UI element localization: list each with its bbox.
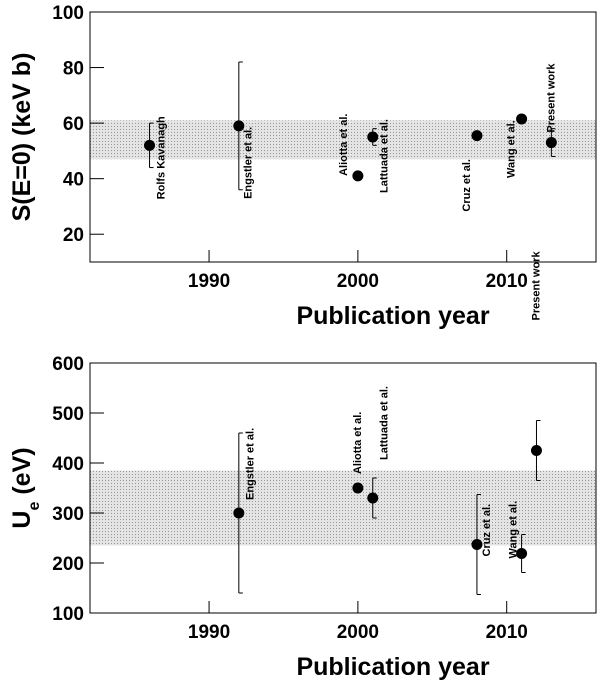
point-label: Wang et al. xyxy=(505,120,517,178)
y-tick-label: 20 xyxy=(63,225,84,246)
y-tick-label: 60 xyxy=(63,114,84,135)
point-label: Aliotta et al. xyxy=(338,114,350,176)
y-tick-label: 100 xyxy=(52,604,84,625)
x-tick-label: 2010 xyxy=(486,271,528,292)
plot-frame xyxy=(89,11,597,263)
x-axis-title: Publication year xyxy=(296,302,489,330)
point xyxy=(352,170,364,182)
y-tick-label: 40 xyxy=(63,170,84,191)
x-tick-label: 2000 xyxy=(337,271,379,292)
point xyxy=(352,482,364,494)
point xyxy=(367,131,379,143)
y-axis-title: S(E=0) (keV b) xyxy=(8,53,36,222)
x-tick-label: 2010 xyxy=(486,622,528,643)
plot-frame xyxy=(89,362,597,614)
x-tick-label: 1990 xyxy=(188,622,230,643)
point-label: Rolfs Kavanagh xyxy=(155,116,167,199)
y-tick-label: 80 xyxy=(63,59,84,80)
band xyxy=(90,120,596,160)
point-label: Engstler et al. xyxy=(243,127,255,199)
x-tick-label: 1990 xyxy=(188,271,230,292)
y-axis-title-part: U xyxy=(8,511,36,529)
x-tick-label: 2000 xyxy=(337,622,379,643)
point xyxy=(233,120,245,132)
y-tick-label: 500 xyxy=(52,404,84,425)
y-tick-label: 400 xyxy=(52,454,84,475)
point-label: Aliotta et al. xyxy=(352,412,364,474)
y-axis-title: Ue (eV) xyxy=(8,447,43,528)
y-axis-title-part: e xyxy=(26,502,43,511)
point xyxy=(516,548,528,559)
point-label: Cruz et al. xyxy=(481,504,493,557)
x-axis-title: Publication year xyxy=(296,653,489,681)
point-label: Lattuada et al. xyxy=(379,119,391,193)
band xyxy=(90,470,596,546)
point xyxy=(530,445,542,456)
point-label: Engstler et al. xyxy=(245,428,257,500)
point-label: Lattuada et al. xyxy=(379,386,391,460)
y-tick-label: 200 xyxy=(52,554,84,575)
point-label: Wang et al. xyxy=(507,501,519,559)
point xyxy=(471,130,483,142)
y-tick-label: 300 xyxy=(52,504,84,525)
y-axis-title-part: (eV) xyxy=(8,447,36,501)
point-label: Cruz et al. xyxy=(461,159,473,212)
point xyxy=(545,137,557,149)
point xyxy=(471,539,483,550)
y-tick-label: 100 xyxy=(52,3,84,24)
point xyxy=(516,113,528,125)
point xyxy=(367,492,379,504)
point-label: Present work xyxy=(530,251,542,321)
point xyxy=(233,507,245,519)
point-label: Present work xyxy=(545,63,557,133)
point xyxy=(144,139,156,151)
y-tick-label: 600 xyxy=(52,354,84,375)
